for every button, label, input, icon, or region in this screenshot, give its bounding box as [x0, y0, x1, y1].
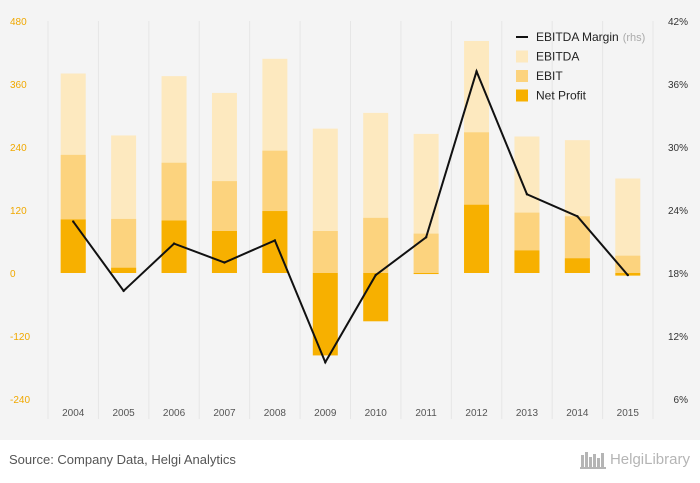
bar-net-profit [60, 219, 86, 273]
line-layer [72, 68, 629, 365]
legend-label: EBITDA Margin (rhs) [536, 30, 645, 44]
right-axis-tick-label: 24% [668, 206, 688, 217]
left-axis-tick-label: 120 [10, 206, 27, 217]
left-axis-tick-label: 240 [10, 143, 27, 154]
bar-ebit [111, 218, 137, 273]
x-axis-tick-label: 2012 [465, 408, 488, 419]
x-axis-tick-label: 2007 [213, 408, 236, 419]
source-note: Source: Company Data, Helgi Analytics [9, 452, 236, 467]
legend-label: EBIT [536, 69, 563, 83]
bar-net-profit [564, 258, 590, 273]
x-axis-tick-label: 2004 [62, 408, 85, 419]
axis-layer: -240 -120 0 120 240 360 480 6% 12% 18% 24% 30% 36% 42… [10, 17, 688, 419]
point-ebitda-margin [223, 261, 226, 264]
point-ebitda-margin [626, 273, 629, 277]
point-ebitda-margin [172, 242, 176, 245]
legend-swatch [516, 70, 528, 82]
left-axis-tick-label: -240 [10, 395, 30, 406]
x-axis-tick-label: 2009 [314, 408, 337, 419]
bar-net-profit [413, 273, 439, 275]
x-axis-tick-label: 2014 [566, 408, 589, 419]
point-ebitda-margin [576, 215, 579, 218]
legend-label: EBITDA [536, 50, 579, 64]
footer: Source: Company Data, Helgi Analytics He… [0, 440, 700, 483]
legend: EBITDA Margin (rhs) EBITDA EBIT Net Profit [516, 30, 645, 103]
x-axis-tick-label: 2010 [365, 408, 388, 419]
bar-net-profit [363, 273, 389, 322]
chart-area: -240 -120 0 120 240 360 480 6% 12% 18% 24% 30% 36% 42… [0, 0, 700, 440]
legend-note: (rhs) [623, 32, 646, 44]
brand-logo: HelgiLibrary [579, 449, 690, 469]
legend-label: Net Profit [536, 89, 587, 103]
bar-net-profit [211, 231, 237, 273]
point-ebitda-margin [475, 70, 478, 73]
point-ebitda-margin [525, 193, 529, 196]
left-axis-tick-label: 0 [10, 269, 16, 280]
right-axis-tick-label: 42% [668, 17, 688, 28]
x-axis-tick-label: 2006 [163, 408, 186, 419]
left-axis-tick-label: 480 [10, 17, 27, 28]
legend-swatch [516, 50, 528, 63]
grid-layer [47, 21, 654, 419]
left-axis-tick-label: 360 [10, 80, 27, 91]
library-icon [579, 452, 606, 469]
right-axis-tick-label: 36% [668, 80, 688, 91]
right-axis-tick-label: 6% [674, 395, 689, 406]
right-axis-tick-label: 18% [668, 269, 688, 280]
brand-name: HelgiLibrary [609, 450, 690, 468]
right-axis-tick-label: 12% [668, 332, 688, 343]
line-ebitda-margin [72, 68, 629, 365]
point-ebitda-margin [273, 239, 277, 242]
point-ebitda-margin [324, 361, 327, 364]
bar-net-profit [111, 267, 137, 273]
x-axis-tick-label: 2013 [516, 408, 539, 419]
bar-net-profit [514, 250, 540, 273]
x-axis-tick-label: 2011 [415, 408, 437, 419]
bar-ebit [363, 217, 389, 273]
point-ebitda-margin [72, 220, 75, 223]
x-axis-tick-label: 2015 [617, 408, 640, 419]
bar-layer [60, 40, 641, 356]
chart-svg: -240 -120 0 120 240 360 480 6% 12% 18% 24% 30% 36% 42… [10, 17, 688, 419]
x-axis-tick-label: 2008 [264, 408, 287, 419]
point-ebitda-margin [374, 273, 377, 277]
left-axis-tick-label: -120 [10, 332, 30, 343]
bar-ebit [413, 233, 439, 273]
legend-swatch [516, 89, 528, 102]
point-ebitda-margin [122, 289, 125, 293]
point-ebitda-margin [424, 236, 428, 239]
bar-ebit [312, 231, 338, 273]
x-axis-tick-label: 2005 [113, 408, 136, 419]
bar-net-profit [464, 204, 490, 273]
right-axis-tick-label: 30% [668, 143, 688, 154]
